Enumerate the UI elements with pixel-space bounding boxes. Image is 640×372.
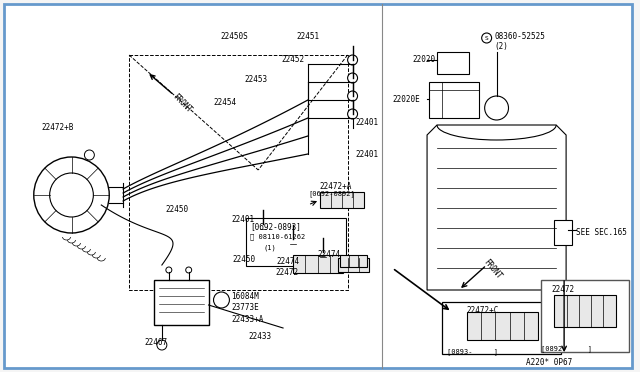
Bar	[246, 218, 346, 266]
Circle shape	[319, 248, 326, 256]
Bar	[293, 255, 342, 273]
Text: S: S	[484, 35, 488, 41]
Bar	[437, 52, 468, 74]
Text: SEE SEC.165: SEE SEC.165	[576, 228, 627, 237]
Bar	[554, 295, 616, 327]
Text: 22433: 22433	[248, 332, 271, 341]
Text: FRONT: FRONT	[170, 92, 193, 115]
Bar	[467, 312, 538, 340]
Text: 22467: 22467	[144, 338, 167, 347]
Circle shape	[348, 109, 358, 119]
Text: 22401: 22401	[232, 215, 255, 224]
Text: 22472: 22472	[551, 285, 574, 294]
Text: 22472+B: 22472+B	[42, 123, 74, 132]
Text: 22020E: 22020E	[392, 95, 420, 104]
Text: 22452: 22452	[281, 55, 304, 64]
Text: 22401: 22401	[356, 118, 379, 127]
Text: 22472+C: 22472+C	[467, 306, 499, 315]
Circle shape	[84, 150, 94, 160]
Text: 22433+A: 22433+A	[232, 315, 264, 324]
Circle shape	[166, 267, 172, 273]
Bar	[154, 280, 209, 325]
Text: 22450: 22450	[232, 255, 255, 264]
Circle shape	[157, 340, 167, 350]
Circle shape	[348, 91, 358, 101]
Circle shape	[260, 221, 267, 228]
Text: 22474: 22474	[276, 257, 300, 266]
Circle shape	[50, 173, 93, 217]
Text: 22451: 22451	[296, 32, 319, 41]
Text: [0893-     ]: [0893- ]	[447, 348, 498, 355]
Text: 16084M: 16084M	[232, 292, 259, 301]
Text: (2): (2)	[495, 42, 508, 51]
Bar	[442, 302, 561, 354]
Text: Ⓑ 08110-61262: Ⓑ 08110-61262	[250, 233, 305, 240]
Bar	[338, 258, 369, 272]
Text: 08360-52525: 08360-52525	[495, 32, 545, 41]
Text: [0892-     ]: [0892- ]	[541, 345, 592, 352]
Text: 22472+A: 22472+A	[320, 182, 352, 191]
Text: 22450S: 22450S	[221, 32, 248, 41]
Text: [0692-0893]: [0692-0893]	[250, 222, 301, 231]
Text: 22401: 22401	[356, 150, 379, 159]
Circle shape	[482, 33, 492, 43]
Bar	[541, 280, 628, 352]
Text: 22472: 22472	[275, 268, 298, 277]
Text: 22474: 22474	[318, 250, 341, 259]
FancyBboxPatch shape	[4, 4, 632, 368]
Circle shape	[484, 96, 509, 120]
Circle shape	[34, 157, 109, 233]
Text: (1): (1)	[263, 244, 276, 250]
Text: 22020: 22020	[412, 55, 435, 64]
Text: FRONT: FRONT	[482, 258, 504, 282]
Circle shape	[186, 267, 192, 273]
Bar	[554, 220, 572, 245]
Bar	[340, 255, 367, 267]
Text: 22454: 22454	[214, 98, 237, 107]
Text: 22453: 22453	[244, 75, 268, 84]
Bar	[429, 82, 479, 118]
Bar	[320, 192, 365, 208]
Circle shape	[348, 55, 358, 65]
Circle shape	[289, 235, 296, 243]
Circle shape	[348, 73, 358, 83]
Text: A220* 0P67: A220* 0P67	[526, 358, 573, 367]
Text: 23773E: 23773E	[232, 303, 259, 312]
Circle shape	[214, 292, 229, 308]
Text: 22450: 22450	[166, 205, 189, 214]
Text: [0692-0892]: [0692-0892]	[308, 190, 355, 197]
